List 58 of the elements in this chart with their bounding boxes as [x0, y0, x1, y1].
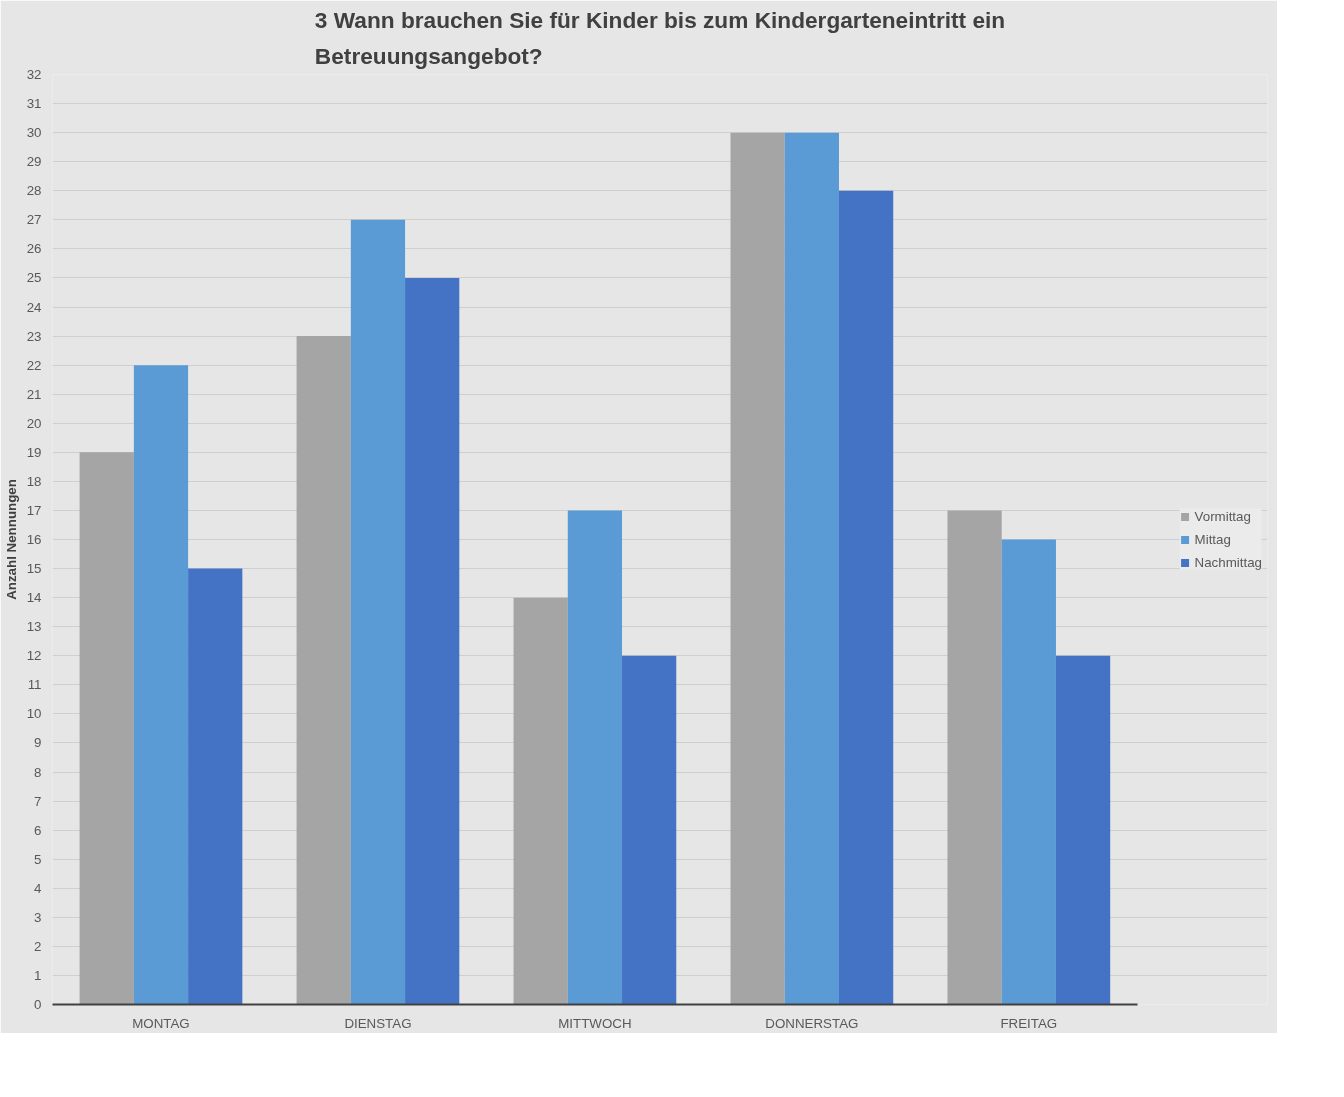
y-tick-label: 25 — [26, 270, 42, 286]
bar — [188, 568, 243, 1005]
y-tick-label: 29 — [26, 154, 42, 170]
x-tick-label: MITTWOCH — [558, 1015, 632, 1031]
y-tick-label: 15 — [26, 561, 42, 577]
y-tick-label: 19 — [26, 444, 42, 460]
bar — [350, 219, 406, 1005]
y-tick-label: 12 — [26, 648, 42, 664]
y-tick-label: 14 — [26, 590, 43, 606]
y-tick-label: 30 — [26, 125, 42, 141]
y-tick-label: 28 — [26, 183, 42, 199]
bar — [567, 510, 623, 1005]
legend-label: Nachmittag — [1194, 554, 1262, 570]
y-tick-label: 7 — [34, 793, 42, 809]
y-axis-title: Anzahl Nennungen — [3, 479, 19, 600]
x-tick-label: DONNERSTAG — [765, 1015, 859, 1031]
bar — [622, 655, 677, 1005]
y-tick-label: 5 — [34, 851, 42, 867]
x-tick-label: DIENSTAG — [344, 1015, 412, 1031]
bar — [133, 365, 189, 1005]
bar — [405, 277, 460, 1005]
y-tick-label: 32 — [26, 67, 42, 82]
y-tick-label: 16 — [26, 532, 42, 547]
y-tick-label: 10 — [26, 706, 42, 722]
bar — [296, 336, 351, 1005]
y-tick-label: 21 — [26, 386, 42, 402]
y-tick-label: 4 — [34, 880, 43, 896]
y-tick-label: 27 — [26, 212, 42, 228]
y-tick-label: 11 — [27, 677, 42, 693]
x-tick-label: MONTAG — [132, 1015, 190, 1031]
y-tick-label: 23 — [26, 328, 42, 344]
y-tick-label: 9 — [34, 735, 42, 751]
y-tick-label: 2 — [34, 938, 42, 954]
bar — [947, 510, 1002, 1005]
y-tick-label: 20 — [26, 415, 42, 431]
y-tick-label: 18 — [26, 473, 42, 489]
y-tick-label: 31 — [26, 96, 42, 112]
bar — [730, 132, 785, 1005]
bar — [79, 452, 134, 1005]
bar — [784, 132, 839, 1005]
chart-title: 3 Wann brauchen Sie für Kinder bis zum Kindergarteneintritt ein Betreuungsangebot? — [314, 7, 1006, 70]
legend-label: Mittag — [1194, 531, 1231, 547]
legend-label: Vormittag — [1194, 508, 1251, 524]
y-tick-label: 0 — [34, 997, 42, 1012]
y-tick-label: 26 — [26, 241, 42, 257]
bar — [513, 597, 568, 1005]
y-tick-label: 17 — [26, 502, 42, 518]
y-tick-label: 13 — [26, 619, 42, 635]
y-tick-label: 3 — [34, 909, 42, 925]
y-tick-label: 6 — [34, 822, 42, 838]
y-tick-label: 22 — [26, 357, 42, 373]
y-tick-label: 24 — [26, 299, 43, 315]
y-tick-label: 8 — [34, 764, 42, 780]
bar — [1055, 655, 1111, 1005]
bar — [839, 190, 894, 1005]
y-tick-label: 1 — [34, 967, 42, 983]
x-tick-label: FREITAG — [1000, 1015, 1058, 1031]
bar — [1001, 539, 1056, 1005]
